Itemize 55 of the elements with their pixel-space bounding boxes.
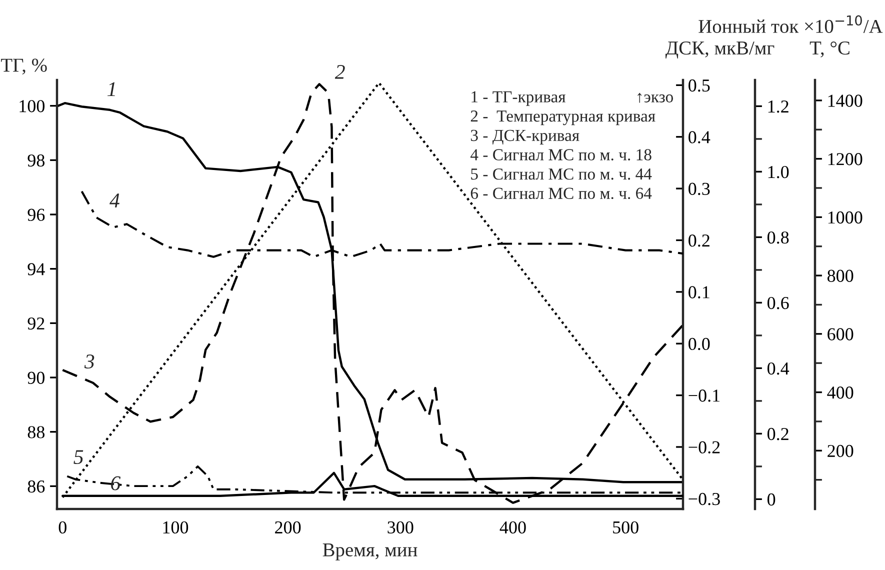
x-tick-label: 100 <box>163 521 188 534</box>
y3-axis-title: Ионный ток ×10$^{−10}$/А <box>698 15 883 33</box>
annotation: 6 - Сигнал МС по м. ч. 64 <box>470 188 652 200</box>
y-tick-label: 98 <box>28 154 45 167</box>
y-tick-label: 1000 <box>828 211 862 224</box>
annotation: 5 - Сигнал МС по м. ч. 44 <box>471 168 652 180</box>
x-axis-title: Время, мин <box>322 543 418 560</box>
y2-tick-label: 0.5 <box>688 79 710 92</box>
y-tick-label: 88 <box>28 426 45 438</box>
annotation: 4 - Сигнал МС по м. ч. 18 <box>470 149 652 160</box>
series-label: 4 <box>110 194 120 208</box>
annotation: 3 - ДСК-кривая <box>470 130 580 144</box>
y-tick-label: 86 <box>28 480 45 493</box>
y-tick-label: 600 <box>828 328 854 340</box>
y2-tick-label: 0.0 <box>688 338 710 350</box>
annotation: 2 - Температурная кривая <box>470 110 656 126</box>
series-label: 2 <box>334 64 345 79</box>
y2-tick-label: −0.1 <box>688 390 720 402</box>
series-label: 5 <box>74 450 84 464</box>
y2-tick-label: 0.2 <box>688 234 710 247</box>
x-tick-label: 200 <box>275 521 301 534</box>
y2-tick-label: −0.2 <box>688 441 720 454</box>
y-tick-label: 100 <box>20 100 45 112</box>
y3-tick-label: 0.4 <box>767 362 790 375</box>
x-tick-label: 0 <box>58 521 66 534</box>
y3-tick-label: 0.8 <box>767 231 789 244</box>
series-label: 6 <box>111 476 121 490</box>
y3-tick-label: 1.2 <box>768 100 788 113</box>
x-tick-label: 500 <box>613 521 638 534</box>
y2-axis-title: ДСК, мкВ/мг <box>665 42 774 59</box>
y3-tick-label: 1.0 <box>768 166 789 178</box>
y-tick-label: 200 <box>828 444 854 458</box>
y-axis-title: ТГ, % <box>1 58 47 75</box>
x-tick-label: 300 <box>388 521 414 534</box>
y-tick-label: 1400 <box>828 94 862 107</box>
series-label: 1 <box>107 82 115 96</box>
annotation: 1 - ТГ-кривая <box>472 91 566 106</box>
y2-tick-label: 0.1 <box>688 286 710 298</box>
y-tick-label: 90 <box>28 372 45 384</box>
y3-tick-label: 0.6 <box>767 296 789 310</box>
y-tick-label: 92 <box>28 317 44 330</box>
y-tick-label: 96 <box>28 208 45 221</box>
y2-tick-label: 0.4 <box>688 131 710 144</box>
y-tick-label: 94 <box>28 263 45 276</box>
annotation: ↑экзо <box>638 92 673 103</box>
y3-tick-label: 0.2 <box>767 428 788 440</box>
y-axis-title: T, °C <box>810 41 850 58</box>
y2-tick-label: −0.3 <box>688 492 720 506</box>
y-tick-label: 400 <box>827 386 854 399</box>
y-tick-label: 1200 <box>828 153 862 166</box>
y-tick-label: 800 <box>827 270 854 282</box>
x-tick-label: 400 <box>500 521 526 534</box>
y2-tick-label: 0.3 <box>688 182 710 196</box>
y3-tick-label: 0 <box>767 493 776 506</box>
series-label: 3 <box>84 354 94 369</box>
